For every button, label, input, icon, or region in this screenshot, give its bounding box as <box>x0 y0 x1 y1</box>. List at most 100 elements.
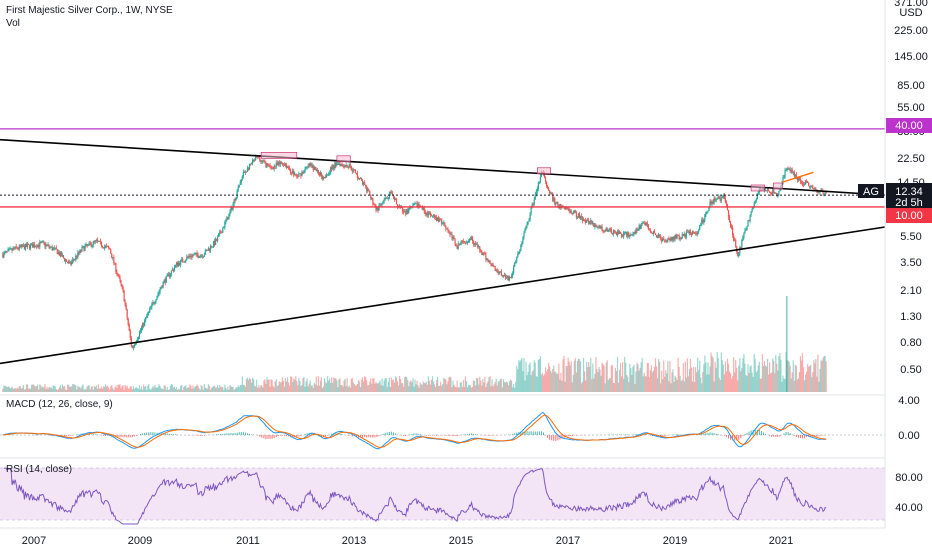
macd-histogram-bar <box>170 434 172 435</box>
macd-histogram-bar <box>121 435 123 438</box>
volume-bar <box>764 365 767 392</box>
volume-bar <box>202 389 204 392</box>
volume-bar <box>640 362 642 392</box>
candle-body <box>452 237 454 239</box>
volume-bar <box>392 379 395 392</box>
candle-body <box>75 255 77 259</box>
candle-body <box>463 241 465 244</box>
volume-bar <box>277 385 279 392</box>
candle-body <box>124 301 126 305</box>
volume-bar <box>16 387 18 392</box>
candle-body <box>777 195 779 197</box>
macd-histogram-bar <box>452 435 454 436</box>
candle-body <box>595 225 597 227</box>
macd-histogram-bar <box>711 432 713 435</box>
volume-bar <box>410 380 412 392</box>
volume-bar <box>721 360 723 392</box>
volume-bar <box>433 384 436 392</box>
volume-bar <box>745 375 747 392</box>
candle-body <box>605 228 607 232</box>
candle-body <box>508 277 511 280</box>
candle-body <box>613 230 616 232</box>
candle-body <box>771 193 773 195</box>
candle-body <box>24 243 27 250</box>
candle-body <box>84 246 86 251</box>
volume-bar <box>181 384 183 392</box>
volume-bar <box>154 384 156 392</box>
candle-body <box>53 247 55 249</box>
candle-body <box>105 245 107 247</box>
volume-bar <box>773 360 775 392</box>
volume-bar <box>682 362 684 392</box>
candle-body <box>31 243 33 245</box>
candle-body <box>815 189 817 191</box>
macd-histogram-bar <box>172 434 174 435</box>
candle-body <box>711 201 713 204</box>
rsi-band-fill <box>0 468 885 520</box>
candle-body <box>676 235 678 239</box>
candle-body <box>321 176 324 179</box>
candle-body <box>795 174 797 179</box>
volume-bar <box>243 385 245 392</box>
candle-body <box>560 203 562 208</box>
macd-histogram-bar <box>417 433 419 435</box>
volume-bar <box>763 361 766 392</box>
candle-body <box>289 168 291 170</box>
macd-histogram-bar <box>117 435 119 438</box>
volume-bar <box>216 387 218 392</box>
volume-bar <box>323 378 326 392</box>
volume-bar <box>367 385 369 392</box>
candle-body <box>724 198 727 203</box>
volume-bar <box>508 381 511 392</box>
volume-bar <box>431 376 434 392</box>
macd-histogram-bar <box>259 435 261 437</box>
candle-body <box>754 200 756 204</box>
candle-body <box>390 192 392 194</box>
macd-histogram-bar <box>633 434 635 435</box>
candle-body <box>575 212 577 218</box>
volume-bar <box>818 381 820 392</box>
time-axis-label: 2015 <box>449 535 473 547</box>
volume-bar <box>208 385 211 392</box>
volume-bar <box>719 379 721 392</box>
macd-histogram-bar <box>199 435 201 436</box>
volume-bar <box>471 386 474 392</box>
candle-body <box>468 238 471 242</box>
volume-bar <box>588 362 590 392</box>
macd-histogram-bar <box>789 433 791 435</box>
candle-body <box>491 264 493 266</box>
volume-bar <box>527 371 529 392</box>
candle-body <box>193 254 195 256</box>
volume-bar <box>532 370 534 392</box>
macd-histogram-bar <box>816 435 818 437</box>
volume-bar <box>563 356 565 392</box>
volume-bar <box>791 372 793 392</box>
volume-bar <box>530 375 532 392</box>
volume-bar <box>477 378 479 392</box>
candle-body <box>706 211 708 213</box>
volume-bar <box>109 389 111 392</box>
candle-body <box>194 253 196 255</box>
volume-bar <box>413 386 415 392</box>
macd-histogram-bar <box>553 435 555 441</box>
candle-body <box>501 275 503 277</box>
volume-bar <box>576 360 579 392</box>
volume-bar <box>24 389 27 392</box>
volume-bar <box>646 362 648 392</box>
candle-body <box>198 257 200 258</box>
volume-bar <box>688 369 691 392</box>
candle-body <box>445 225 447 230</box>
volume-bar <box>363 381 365 392</box>
candle-body <box>338 163 340 165</box>
candle-body <box>495 269 497 271</box>
candle-body <box>161 287 163 289</box>
volume-bar <box>492 386 494 392</box>
candle-body <box>591 220 593 225</box>
volume-bar <box>85 389 87 392</box>
candle-body <box>48 244 50 248</box>
volume-bar <box>613 383 616 392</box>
candle-body <box>789 169 791 171</box>
volume-bar <box>273 387 275 392</box>
candle-body <box>233 199 235 204</box>
